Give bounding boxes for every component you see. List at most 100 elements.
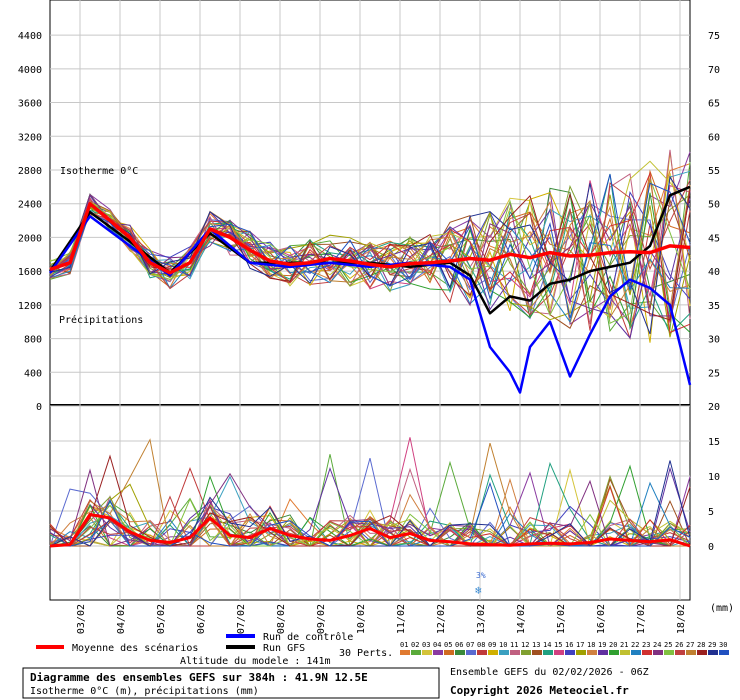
legend-perts-label: 30 Perts. [339, 648, 393, 659]
pert-legend-number: 16 [565, 641, 573, 649]
x-axis-ticks: 03/02 04/02 05/02 06/02 07/02 08/02 09/02 10/02… [76, 604, 687, 634]
right-tick-label-upper: 30 [708, 335, 720, 346]
title-line1: Diagramme des ensembles GEFS sur 384h : … [30, 671, 368, 684]
title-line2: Isotherme 0°C (m), précipitations (mm) [30, 685, 259, 697]
lower-panel-frame [49, 405, 691, 601]
control-line [48, 215, 692, 394]
lower-unit-label: (mm) [710, 603, 734, 614]
pert-legend-swatch [466, 650, 476, 655]
precip-label: Précipitations [59, 314, 143, 326]
pert-legend-number: 30 [719, 641, 727, 649]
right-tick-label-upper: 70 [708, 65, 720, 76]
pert-line-21 [49, 160, 691, 314]
left-tick-label: 3600 [18, 99, 42, 110]
left-tick-label: 4400 [18, 31, 42, 42]
x-tick-label: 09/02 [316, 604, 327, 634]
x-tick-label: 05/02 [156, 604, 167, 634]
legend-mean-label: Moyenne des scénarios [72, 642, 198, 654]
legend-gfs-label: Run GFS [263, 643, 305, 654]
pert-legend-number: 28 [697, 641, 705, 649]
pert-legend-number: 24 [653, 641, 661, 649]
x-tick-label: 12/02 [436, 604, 447, 634]
snow-marker: 3% ❄ [475, 571, 486, 597]
pert-legend-number: 06 [455, 641, 463, 649]
x-tick-label: 14/02 [516, 604, 527, 634]
pert-legend-number: 13 [532, 641, 540, 649]
left-tick-label: 1600 [18, 267, 42, 278]
pert-legend-swatch [697, 650, 707, 655]
legend: Moyenne des scénarios Run de contrôle Ru… [36, 631, 729, 659]
pert-line-18 [49, 200, 691, 328]
pert-legend-swatch [653, 650, 663, 655]
pert-legend-number: 21 [620, 641, 628, 649]
pert-legend-swatch [411, 650, 421, 655]
copyright: Copyright 2026 Meteociel.fr [450, 684, 629, 697]
pert-legend-swatch [664, 650, 674, 655]
pert-legend-number: 22 [631, 641, 639, 649]
pert-legend-swatch [477, 650, 487, 655]
left-tick-label: 4000 [18, 65, 42, 76]
pert-precip-30 [50, 481, 691, 547]
pert-precip-22 [49, 481, 691, 547]
pert-legend-swatch [532, 650, 542, 655]
x-tick-label: 03/02 [76, 604, 87, 634]
right-tick-label-lower: 10 [708, 472, 720, 483]
left-tick-label: 1200 [18, 301, 42, 312]
right-tick-label-upper: 50 [708, 200, 720, 211]
right-tick-label-lower: 0 [708, 542, 714, 553]
x-tick-label: 04/02 [116, 604, 127, 634]
pert-legend-swatch [422, 650, 432, 655]
pert-legend-swatch [433, 650, 443, 655]
pert-legend-number: 09 [488, 641, 496, 649]
pert-legend-swatch [642, 650, 652, 655]
x-tick-label: 15/02 [556, 604, 567, 634]
right-axis-ticks-lower: 0 5 10 15 20 [708, 402, 720, 553]
right-axis-ticks-upper: 25 30 35 40 45 50 55 60 65 70 75 [708, 31, 720, 379]
main-series-lines [48, 185, 692, 548]
pert-precip-24 [49, 468, 690, 547]
pert-legend-number: 04 [433, 641, 441, 649]
pert-legend-number: 27 [686, 641, 694, 649]
pert-legend-swatch [675, 650, 685, 655]
pert-legend-number: 03 [422, 641, 430, 649]
right-tick-label-upper: 55 [708, 166, 720, 177]
pert-legend-swatch [719, 650, 729, 655]
pert-legend-number: 05 [444, 641, 452, 649]
pert-legend-swatch [587, 650, 597, 655]
x-tick-label: 17/02 [636, 604, 647, 634]
x-tick-label: 06/02 [196, 604, 207, 634]
ensemble-info: Ensemble GEFS du 02/02/2026 - 06Z [450, 667, 649, 678]
pert-legend-swatch [576, 650, 586, 655]
pert-legend-swatch [510, 650, 520, 655]
right-tick-label-lower: 15 [708, 437, 720, 448]
pert-legend-number: 12 [521, 641, 529, 649]
pert-legend-swatch [400, 650, 410, 655]
pert-legend-swatch [598, 650, 608, 655]
pert-legend-number: 01 [400, 641, 408, 649]
right-tick-label-upper: 60 [708, 132, 720, 143]
pert-legend-swatch [565, 650, 575, 655]
pert-legend-swatch [631, 650, 641, 655]
pert-legend-number: 25 [664, 641, 672, 649]
right-tick-label-upper: 65 [708, 99, 720, 110]
right-tick-label-lower: 5 [708, 507, 714, 518]
perturbation-precip-lines [49, 437, 691, 548]
pert-legend-number: 15 [554, 641, 562, 649]
mean-precip-line [49, 513, 691, 548]
gfs-line [48, 185, 691, 315]
pert-legend-number: 08 [477, 641, 485, 649]
pert-legend-number: 02 [411, 641, 419, 649]
pert-legend-swatch [620, 650, 630, 655]
pert-legend-swatch [554, 650, 564, 655]
altitude-text: Altitude du modele : 141m [180, 656, 331, 667]
pert-legend-number: 07 [466, 641, 474, 649]
pert-legend-number: 18 [587, 641, 595, 649]
x-tick-label: 10/02 [356, 604, 367, 634]
x-tick-label: 07/02 [236, 604, 247, 634]
pert-legend-number: 20 [609, 641, 617, 649]
pert-legend-swatch [455, 650, 465, 655]
pert-legend-swatch [708, 650, 718, 655]
pert-legend-number: 19 [598, 641, 606, 649]
pert-legend: 01 02 03 04 05 06 07 08 09 10 11 12 13 14 15 16 17 18 19 20… [400, 641, 729, 655]
left-tick-label: 0 [36, 402, 42, 413]
